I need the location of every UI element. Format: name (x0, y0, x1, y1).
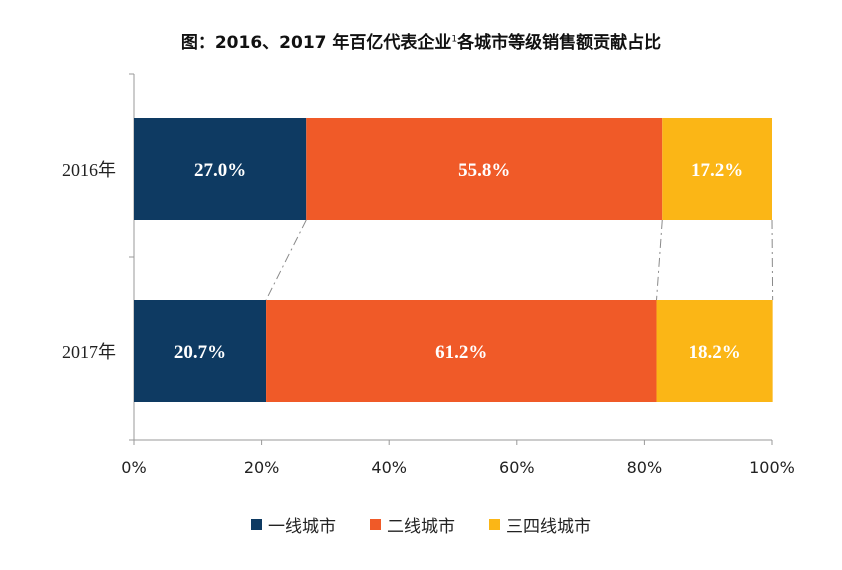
x-tick-label-4: 80% (627, 458, 663, 477)
series-connector-0 (265, 219, 307, 301)
legend-label-tier1: 一线城市 (268, 517, 336, 537)
bar-2016年-series-2 (662, 118, 772, 220)
x-tick-label-3: 60% (499, 458, 535, 477)
category-label-0: 2016年 (62, 160, 116, 180)
bar-2017年-series-1 (266, 300, 657, 402)
chart-title: 图：2016、2017 年百亿代表企业1各城市等级销售额贡献占比 (180, 33, 662, 53)
legend-label-tier2: 二线城市 (387, 517, 455, 537)
legend-label-tier34: 三四线城市 (506, 517, 591, 537)
bar-2017年-series-2 (656, 300, 773, 402)
bar-2016年-series-0 (134, 118, 307, 220)
data-label-2017年-series-2: 18.2% (688, 342, 740, 363)
series-connector-2 (771, 219, 774, 301)
title-footnote-marker: 1 (451, 34, 458, 45)
legend-item-tier2: 二线城市 (370, 512, 455, 537)
data-label-2017年-series-1: 61.2% (435, 342, 487, 363)
x-tick-label-1: 20% (244, 458, 280, 477)
x-tick-label-2: 40% (371, 458, 407, 477)
legend-item-tier1: 一线城市 (251, 512, 336, 537)
bar-2016年-series-1 (306, 118, 663, 220)
data-label-2016年-series-0: 27.0% (194, 160, 246, 181)
legend-swatch-tier1 (251, 519, 262, 530)
category-label-1: 2017年 (62, 342, 116, 362)
data-label-2017年-series-0: 20.7% (174, 342, 226, 363)
data-label-2016年-series-2: 17.2% (691, 160, 743, 181)
legend: 一线城市 二线城市 三四线城市 (0, 512, 842, 537)
series-connector-1 (656, 219, 663, 301)
legend-item-tier34: 三四线城市 (489, 512, 591, 537)
bar-2017年-series-0 (134, 300, 267, 402)
legend-swatch-tier34 (489, 519, 500, 530)
x-tick-label-5: 100% (749, 458, 795, 477)
legend-swatch-tier2 (370, 519, 381, 530)
data-label-2016年-series-1: 55.8% (458, 160, 510, 181)
x-tick-label-0: 0% (121, 458, 146, 477)
